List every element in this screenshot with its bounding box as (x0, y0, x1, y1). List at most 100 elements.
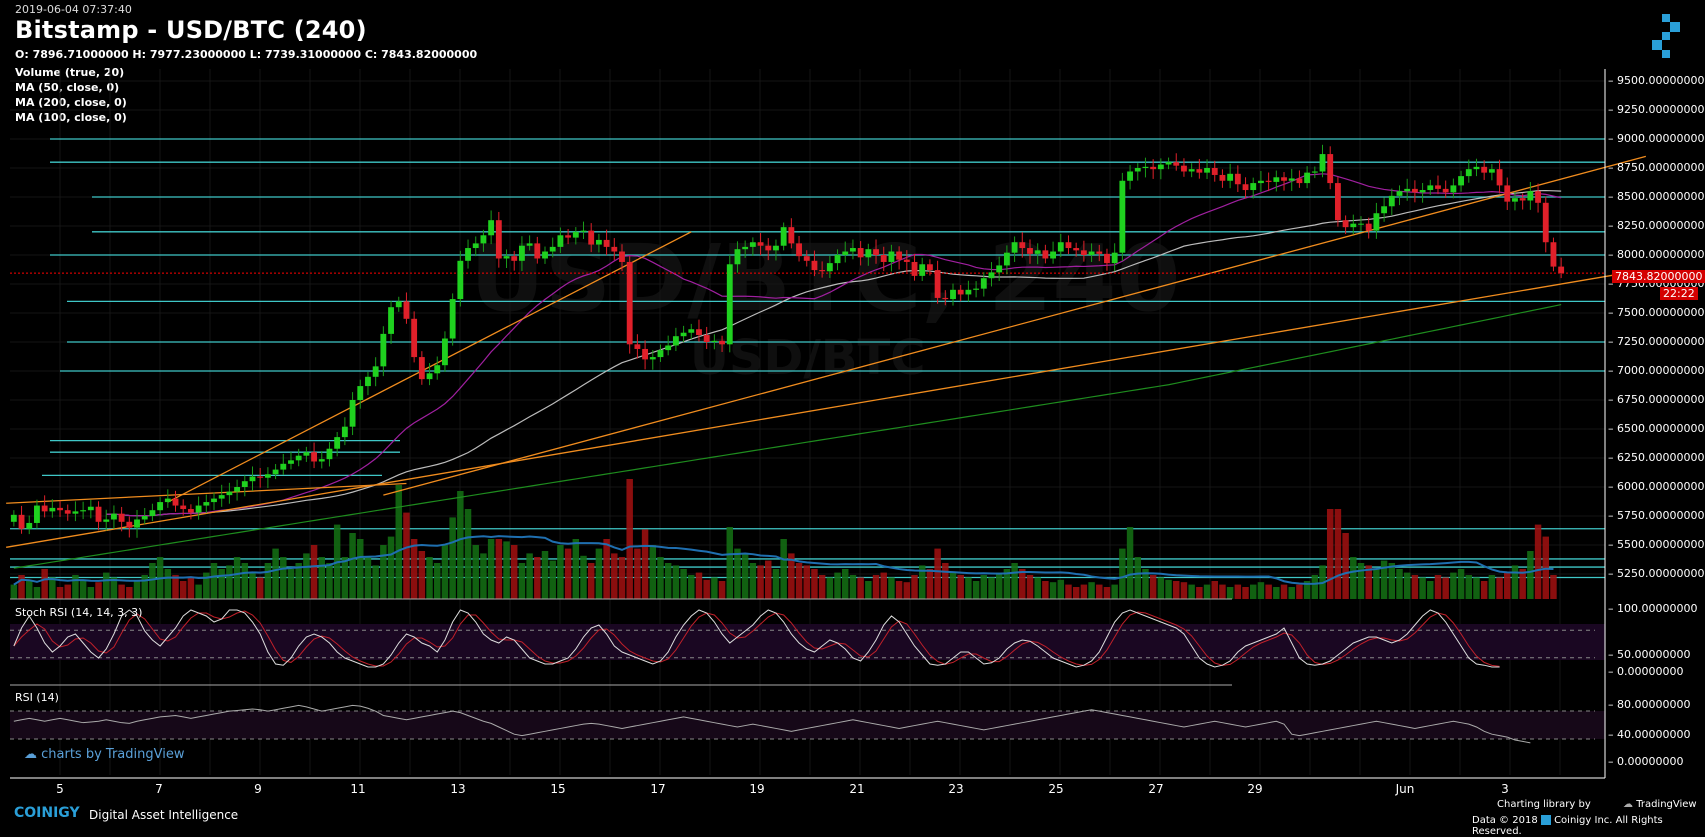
candle-body (380, 333, 387, 367)
volume-bar (1280, 584, 1288, 599)
candle-body (1134, 168, 1141, 172)
candle-body (1365, 223, 1372, 231)
candle (126, 516, 133, 538)
volume-bar (680, 569, 687, 599)
candle (988, 262, 995, 287)
volume-bar (1196, 587, 1203, 599)
candle (1504, 177, 1511, 210)
volume-bar (1411, 575, 1419, 599)
trendline-long (6, 272, 1623, 548)
candle (1450, 178, 1457, 199)
candle-body (1104, 253, 1110, 264)
candle-body (280, 463, 287, 470)
candle (1150, 159, 1157, 179)
candle-body (665, 345, 672, 351)
volume-bar (849, 575, 857, 599)
candle-body (1057, 242, 1064, 252)
volume-bar (41, 569, 48, 599)
candle (850, 239, 856, 260)
volume-bar (949, 572, 957, 599)
volume-bar (280, 557, 287, 599)
volume-bar (164, 569, 172, 599)
candle-body (418, 357, 425, 380)
candle (649, 350, 656, 370)
time-tick-label: Jun (1395, 782, 1415, 796)
volume-bar (587, 563, 595, 599)
candle (1127, 165, 1133, 190)
candle (311, 442, 317, 469)
volume-bar (1126, 527, 1134, 599)
candle (603, 229, 610, 256)
candle (1050, 241, 1057, 264)
candle-body (1334, 183, 1341, 221)
indicator-ma200[interactable]: MA (200, close, 0) (15, 96, 127, 109)
volume-bar (957, 575, 964, 599)
candle-body (1304, 172, 1311, 184)
candle-body (1496, 169, 1503, 186)
price-tick-label: – 5750.00000000 (1608, 509, 1705, 522)
volume-bar (549, 560, 556, 599)
candle-body (950, 289, 956, 300)
tradingview-footer-link[interactable]: ☁ TradingView (1623, 799, 1697, 810)
candle-body (726, 264, 733, 345)
volume-bar (110, 577, 118, 599)
candle-body (1111, 252, 1118, 264)
indicator-ma50[interactable]: MA (50, close, 0) (15, 81, 120, 94)
volume-ma-line (13, 535, 1554, 586)
candle-body (1488, 169, 1495, 173)
volume-bar (395, 485, 402, 599)
candle-body (511, 256, 518, 261)
time-tick-label: 13 (450, 782, 466, 796)
indicator-volume[interactable]: Volume (true, 20) (15, 66, 125, 79)
candle-body (857, 248, 864, 258)
candle (465, 239, 471, 269)
candle (288, 451, 294, 470)
tradingview-badge[interactable]: ☁ charts by TradingView (24, 747, 184, 762)
candle-body (873, 249, 879, 255)
candle (1550, 237, 1557, 272)
time-tick-label: 27 (1148, 782, 1164, 796)
volume-bar (387, 536, 395, 599)
candle (18, 505, 25, 534)
volume-bar (1303, 581, 1311, 599)
volume-bar (126, 587, 133, 599)
candle-body (1404, 188, 1411, 192)
candle-body (680, 332, 687, 337)
volume-bar (1326, 509, 1334, 599)
volume-bar (1103, 587, 1111, 599)
candle-body (395, 301, 402, 308)
price-tick-label: – 8000.00000000 (1608, 248, 1705, 261)
candle (26, 515, 33, 535)
candle (711, 334, 718, 350)
candle-body (1319, 154, 1326, 172)
candle (542, 246, 548, 264)
volume-bar (688, 575, 695, 599)
timestamp: 2019-06-04 07:37:40 (15, 3, 132, 16)
indicator-ma100[interactable]: MA (100, close, 0) (15, 111, 127, 124)
volume-bar (18, 575, 25, 599)
candle-body (1350, 223, 1357, 228)
volume-bar (1388, 563, 1396, 599)
candle-body (1504, 185, 1511, 202)
candle-body (357, 386, 364, 400)
candle-body (1065, 242, 1072, 249)
candle-body (1542, 202, 1549, 243)
volume-bar (1534, 524, 1542, 599)
candle (657, 344, 664, 362)
candle-body (442, 338, 448, 366)
ma200-line (13, 304, 1562, 569)
stoch-rsi-label: Stoch RSI (14, 14, 3, 3) (15, 606, 143, 619)
candle-body (996, 265, 1003, 273)
volume-bar (256, 577, 264, 599)
candle (365, 371, 371, 396)
candle-body (757, 242, 764, 246)
candle (472, 236, 479, 257)
volume-bar (541, 551, 549, 599)
charting-library-label: Charting library by (1497, 799, 1591, 810)
volume-bar (1419, 577, 1426, 599)
volume-bar (426, 557, 433, 599)
copyright-text: Data © 2018 (1472, 815, 1538, 826)
volume-bar (649, 545, 657, 599)
candle (1496, 159, 1503, 194)
